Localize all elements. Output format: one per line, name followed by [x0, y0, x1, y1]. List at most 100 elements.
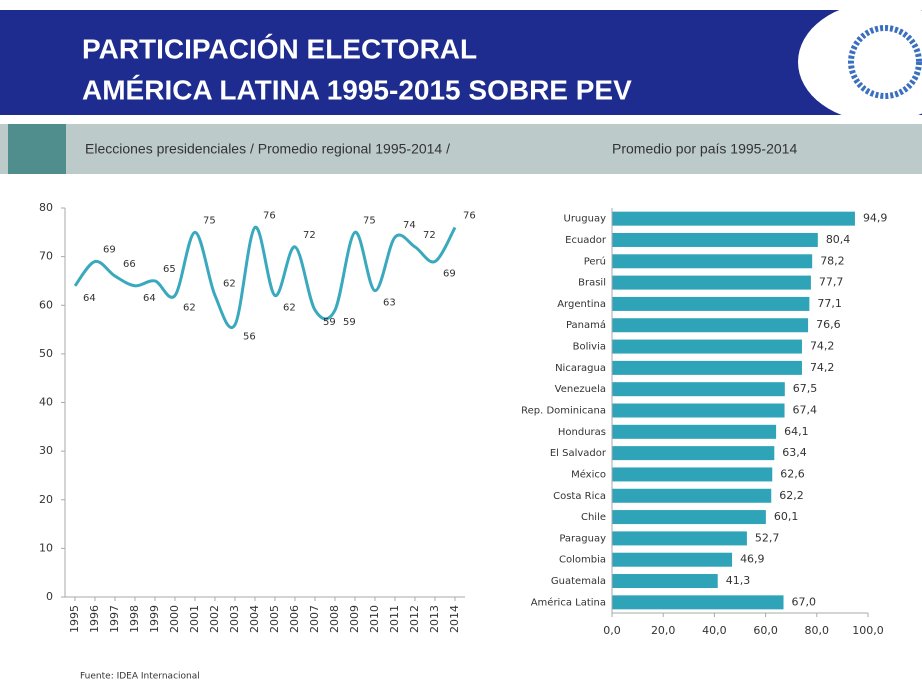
y-tick-label: 50: [39, 347, 53, 360]
y-tick-label: Bolivia: [573, 342, 606, 353]
data-label: 74,2: [810, 340, 835, 353]
y-tick-label: América Latina: [531, 596, 606, 608]
y-tick-label: 20: [39, 493, 53, 506]
title-line: PARTICIPACIÓN ELECTORAL: [82, 33, 477, 64]
data-label: 62: [283, 303, 296, 314]
subtitle-block: [8, 124, 66, 174]
data-label: 67,5: [793, 382, 818, 395]
x-tick-label: 2006: [288, 605, 301, 633]
bar: [612, 488, 772, 503]
data-label: 63: [383, 298, 396, 309]
data-label: 76: [463, 210, 476, 221]
y-tick-label: El Salvador: [550, 448, 607, 459]
x-tick-label: 1999: [148, 605, 161, 633]
x-tick-label: 1998: [128, 605, 141, 633]
title-line: AMÉRICA LATINA 1995-2015 SOBRE PEV: [82, 74, 632, 105]
source: Fuente: IDEA Internacional: [80, 672, 200, 682]
x-tick-label: 2008: [328, 605, 341, 633]
data-label: 62: [183, 303, 196, 314]
data-label: 64: [143, 293, 156, 304]
bar: [612, 339, 802, 354]
y-tick-label: Ecuador: [565, 235, 607, 246]
x-tick-label: 2005: [268, 605, 281, 633]
data-label: 63,4: [782, 446, 807, 459]
data-label: 59: [343, 317, 356, 328]
bar: [612, 296, 810, 311]
data-label: 62: [223, 279, 236, 290]
x-tick-label: 1995: [68, 605, 81, 633]
y-tick-label: Honduras: [558, 427, 606, 438]
data-label: 74,2: [810, 361, 835, 374]
x-tick-label: 80,0: [805, 624, 830, 637]
x-tick-label: 60,0: [753, 624, 778, 637]
x-tick-label: 2007: [308, 605, 321, 633]
y-tick-label: Nicaragua: [555, 363, 606, 374]
subtitle-band: [0, 124, 922, 174]
data-label: 69: [443, 268, 456, 279]
data-label: 56: [243, 332, 256, 343]
data-label: 62,6: [780, 467, 805, 480]
chart-title: Elecciones presidenciales / Promedio reg…: [85, 141, 450, 157]
x-tick-label: 2010: [368, 605, 381, 633]
bar: [612, 531, 747, 546]
data-label: 66: [123, 259, 136, 270]
y-tick-label: Colombia: [559, 555, 606, 566]
bar: [612, 232, 818, 247]
data-label: 64: [83, 293, 96, 304]
y-tick-label: Uruguay: [564, 214, 607, 225]
y-tick-label: 30: [39, 444, 53, 457]
y-tick-label: Paraguay: [559, 533, 606, 544]
data-label: 62,2: [779, 489, 804, 502]
data-label: 75: [203, 215, 216, 226]
bar: [612, 254, 813, 269]
bar: [612, 424, 777, 439]
x-tick-label: 1997: [108, 605, 121, 633]
bar: [612, 552, 733, 567]
y-tick-label: Panamá: [566, 319, 606, 331]
line: [73, 225, 457, 329]
header-band: [0, 10, 922, 115]
data-label: 75: [363, 215, 376, 226]
y-tick-label: 0: [46, 590, 53, 603]
bar: [612, 446, 775, 461]
logo-backdrop: [798, 2, 922, 122]
data-label: 59: [323, 317, 336, 328]
data-label: 80,4: [826, 233, 851, 246]
y-tick-label: 40: [39, 396, 53, 409]
chart-title: Promedio por país 1995-2014: [612, 141, 797, 157]
y-tick-label: 70: [39, 250, 53, 263]
bar: [612, 510, 766, 525]
y-tick-label: 80: [39, 201, 53, 214]
x-tick-label: 2013: [428, 605, 441, 633]
x-tick-label: 2012: [408, 605, 421, 633]
data-label: 60,1: [774, 510, 799, 523]
x-tick-label: 2002: [208, 605, 221, 633]
data-label: 64,1: [784, 425, 809, 438]
data-label: 69: [103, 244, 116, 255]
x-tick-label: 2014: [448, 605, 461, 633]
data-label: 76: [263, 210, 276, 221]
x-tick-label: 2009: [348, 605, 361, 633]
bar: [612, 595, 784, 610]
x-tick-label: 20,0: [651, 624, 676, 637]
bar: [612, 382, 785, 397]
data-label: 77,7: [819, 276, 844, 289]
y-tick-label: Venezuela: [555, 384, 606, 395]
x-tick-label: 1996: [88, 605, 101, 633]
data-label: 77,1: [817, 297, 842, 310]
bar: [612, 574, 718, 589]
x-tick-label: 2004: [248, 605, 261, 633]
data-label: 41,3: [726, 574, 751, 587]
data-label: 46,9: [740, 553, 765, 566]
y-tick-label: Argentina: [557, 299, 606, 310]
x-tick-label: 0,0: [603, 624, 621, 637]
data-label: 78,2: [820, 254, 845, 267]
bar: [612, 467, 773, 482]
y-tick-label: Costa Rica: [553, 491, 606, 502]
data-label: 72: [303, 230, 316, 241]
logo: [848, 25, 922, 99]
y-tick-label: Perú: [584, 255, 606, 267]
x-tick-label: 100,0: [852, 624, 884, 637]
y-tick-label: Rep. Dominicana: [521, 406, 606, 417]
